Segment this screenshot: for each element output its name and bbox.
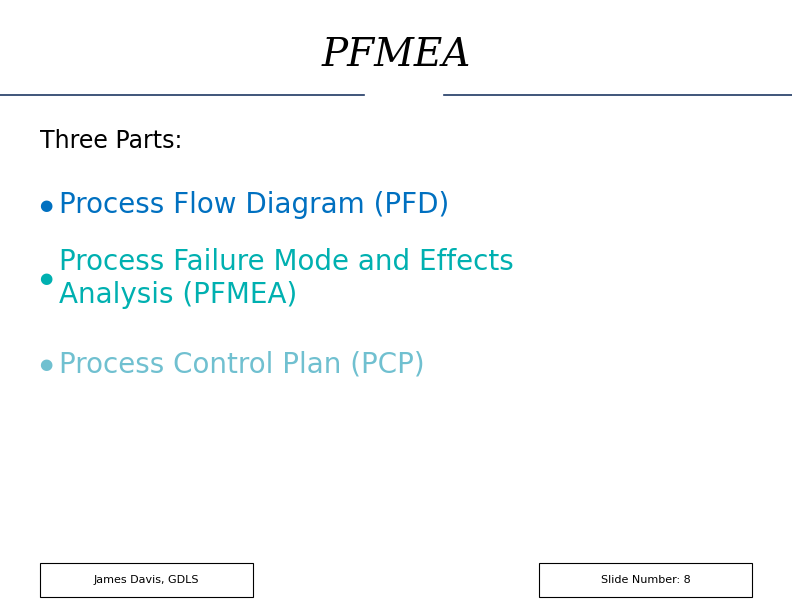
Bar xyxy=(539,563,752,597)
Text: ●: ● xyxy=(40,198,53,212)
Text: ●: ● xyxy=(40,271,53,286)
Bar xyxy=(40,563,253,597)
Text: Three Parts:: Three Parts: xyxy=(40,129,182,153)
Text: James Davis, GDLS: James Davis, GDLS xyxy=(93,575,200,585)
Text: Process Control Plan (PCP): Process Control Plan (PCP) xyxy=(59,350,425,378)
Text: Process Flow Diagram (PFD): Process Flow Diagram (PFD) xyxy=(59,191,450,219)
Text: ●: ● xyxy=(40,357,53,371)
Text: PFMEA: PFMEA xyxy=(322,37,470,73)
Text: Slide Number: 8: Slide Number: 8 xyxy=(600,575,691,585)
Text: Process Failure Mode and Effects
Analysis (PFMEA): Process Failure Mode and Effects Analysi… xyxy=(59,248,514,309)
